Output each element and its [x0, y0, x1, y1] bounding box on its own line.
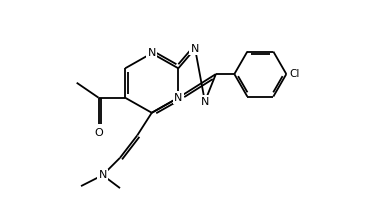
Text: N: N	[201, 96, 209, 106]
Text: N: N	[191, 44, 199, 54]
Text: Cl: Cl	[289, 69, 300, 79]
Text: N: N	[174, 93, 183, 103]
Text: N: N	[99, 170, 107, 180]
Text: O: O	[94, 128, 103, 138]
Text: N: N	[148, 48, 156, 58]
